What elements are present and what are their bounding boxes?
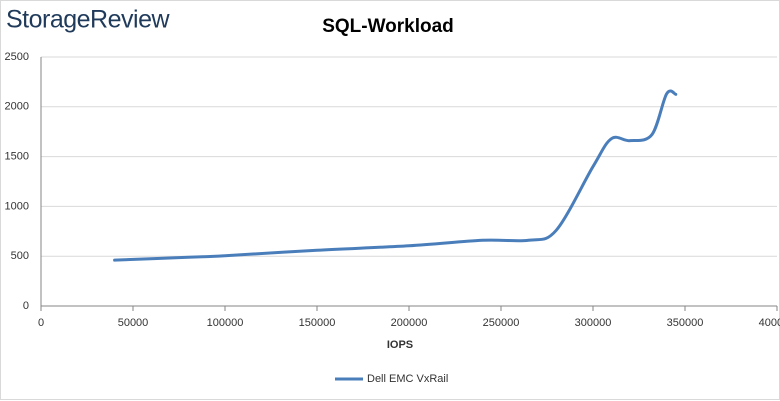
y-tick-label: 1500	[5, 151, 29, 163]
x-axis-label: IOPS	[387, 339, 413, 351]
legend-label: Dell EMC VxRail	[367, 373, 448, 385]
y-tick-label: 1000	[5, 200, 29, 212]
x-tick-label: 150000	[299, 317, 336, 329]
line-series	[113, 89, 678, 262]
x-tick-label: 0	[38, 317, 44, 329]
chart-title: SQL-Workload	[322, 16, 454, 37]
y-tick-label: 500	[11, 250, 29, 262]
x-tick-label: 400000	[759, 317, 780, 329]
y-tick-label: 2500	[5, 51, 29, 63]
logo: StorageReview	[6, 6, 170, 34]
x-tick-label: 200000	[391, 317, 428, 329]
y-tick-label: 2000	[5, 101, 29, 113]
y-tick-label: 0	[23, 300, 29, 312]
x-tick-label: 250000	[483, 317, 520, 329]
x-tick-label: 50000	[118, 317, 149, 329]
x-tick-label: 100000	[207, 317, 244, 329]
x-tick-label: 350000	[667, 317, 704, 329]
x-tick-label: 300000	[575, 317, 612, 329]
